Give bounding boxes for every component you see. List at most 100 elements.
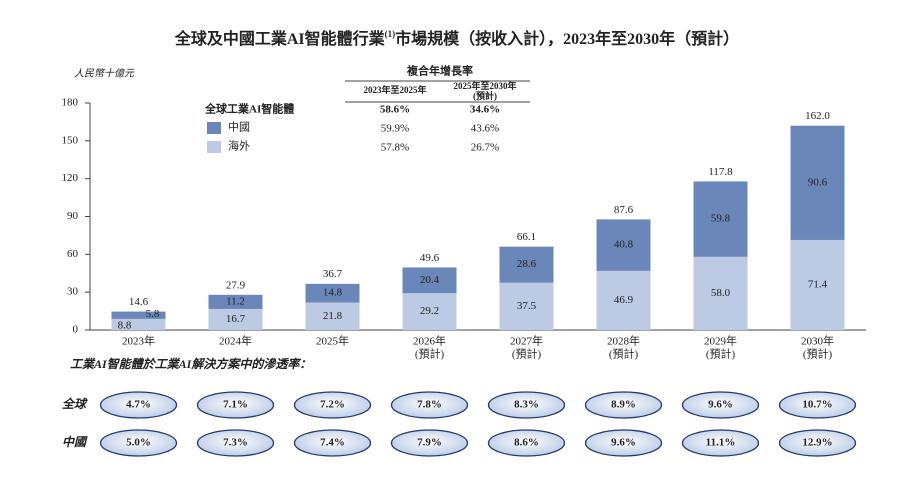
penetration-value: 8.3%: [514, 399, 539, 411]
penetration-value: 8.9%: [611, 399, 636, 411]
penetration-value: 8.6%: [514, 437, 539, 449]
bar-value-label: 37.5: [517, 300, 537, 312]
penetration-oval: [681, 429, 760, 457]
bar-value-label: 71.4: [808, 279, 828, 291]
y-tick-label: 120: [62, 172, 79, 184]
y-tick-label: 0: [73, 324, 79, 336]
bar-segment: [111, 311, 166, 319]
bar-segment: [596, 270, 651, 330]
cagr-title: 複合年增長率: [406, 64, 473, 78]
penetration-value: 9.6%: [611, 437, 636, 449]
bar-value-label: 58.0: [711, 287, 731, 299]
bar-segment: [208, 294, 263, 309]
penetration-value: 11.1%: [706, 437, 736, 449]
total-label: 36.7: [323, 268, 343, 280]
penetration-oval: [196, 429, 275, 457]
bar-segment: [208, 308, 263, 330]
total-label: 27.9: [226, 279, 246, 291]
penetration-oval: [778, 391, 857, 419]
x-tick-note: (預計): [609, 347, 639, 361]
cagr-value: 34.6%: [470, 104, 500, 116]
penetration-value: 9.6%: [708, 399, 733, 411]
legend-swatch: [207, 141, 221, 153]
bar-segment: [693, 256, 748, 330]
legend-label: 中國: [228, 121, 250, 134]
penetration-oval: [487, 391, 566, 419]
penetration-value: 7.9%: [417, 437, 442, 449]
penetration-value: 7.4%: [320, 437, 345, 449]
cagr-value: 58.6%: [380, 104, 410, 116]
y-tick-label: 60: [67, 248, 79, 260]
x-tick-note: (預計): [803, 347, 833, 361]
bar-segment: [790, 125, 845, 240]
penetration-oval: [99, 429, 178, 457]
bar-segment: [402, 293, 457, 330]
x-tick-note: (預計): [415, 347, 445, 361]
bar-value-label: 46.9: [614, 294, 634, 306]
bar-value-label: 59.8: [711, 213, 731, 225]
cagr-value: 57.8%: [381, 142, 409, 154]
penetration-row-label: 全球: [62, 397, 88, 411]
x-tick-label: 2026年: [413, 334, 446, 348]
penetration-oval: [390, 429, 469, 457]
total-label: 49.6: [420, 252, 440, 264]
y-tick-label: 150: [62, 134, 79, 146]
x-tick-label: 2025年: [316, 334, 349, 348]
cagr-col: 2025年至2030年: [453, 80, 516, 91]
penetration-oval: [390, 391, 469, 419]
x-tick-label: 2024年: [219, 334, 252, 348]
y-tick-label: 180: [62, 97, 79, 109]
cagr-value: 43.6%: [471, 123, 499, 135]
bar-segment: [693, 181, 748, 257]
penetration-value: 4.7%: [126, 399, 151, 411]
bar-segment: [402, 267, 457, 294]
penetration-oval: [584, 429, 663, 457]
cagr-value: 26.7%: [471, 142, 499, 154]
penetration-value: 5.0%: [126, 437, 151, 449]
penetration-row-label: 中國: [62, 435, 88, 449]
x-tick-note: (預計): [512, 347, 542, 361]
penetration-oval: [681, 391, 760, 419]
x-tick-note: (預計): [706, 347, 736, 361]
penetration-value: 7.1%: [223, 399, 248, 411]
bar-value-label: 5.8: [146, 308, 160, 320]
bar-segment: [790, 239, 845, 330]
bar-segment: [499, 282, 554, 330]
bar-value-label: 11.2: [226, 295, 245, 307]
x-tick-label: 2028年: [607, 334, 640, 348]
penetration-title: 工業AI智能體於工業AI解決方案中的滲透率：: [70, 357, 311, 371]
penetration-value: 7.2%: [320, 399, 345, 411]
penetration-oval: [487, 429, 566, 457]
bar-segment: [111, 318, 166, 330]
penetration-oval: [293, 391, 372, 419]
bar-value-label: 20.4: [420, 274, 440, 286]
bar-value-label: 40.8: [614, 239, 634, 251]
penetration-oval: [99, 391, 178, 419]
x-tick-label: 2023年: [122, 334, 155, 348]
y-tick-label: 30: [67, 286, 79, 298]
x-tick-label: 2029年: [704, 334, 737, 348]
cagr-value: 59.9%: [381, 123, 409, 135]
total-label: 162.0: [805, 110, 830, 122]
penetration-oval: [196, 391, 275, 419]
bar-segment: [499, 246, 554, 283]
penetration-value: 7.8%: [417, 399, 442, 411]
penetration-value: 12.9%: [802, 437, 832, 449]
total-label: 87.6: [614, 204, 634, 216]
penetration-value: 10.7%: [802, 399, 832, 411]
bar-value-label: 29.2: [420, 305, 439, 317]
total-label: 14.6: [129, 296, 149, 308]
chart-title: 全球及中國工業AI智能體行業(1)市場規模（按收入計），2023年至2030年（…: [174, 29, 739, 48]
x-tick-label: 2030年: [801, 334, 834, 348]
legend-swatch: [207, 122, 221, 134]
bar-value-label: 8.8: [118, 320, 132, 332]
bar-segment: [305, 283, 360, 303]
y-unit: 人民幣十億元: [74, 67, 135, 79]
penetration-oval: [293, 429, 372, 457]
y-tick-label: 90: [67, 210, 79, 222]
bar-value-label: 28.6: [517, 258, 537, 270]
total-label: 66.1: [517, 231, 536, 243]
legend-title: 全球工業AI智能體: [204, 102, 294, 116]
bar-value-label: 21.8: [323, 310, 343, 322]
bar-segment: [596, 219, 651, 271]
